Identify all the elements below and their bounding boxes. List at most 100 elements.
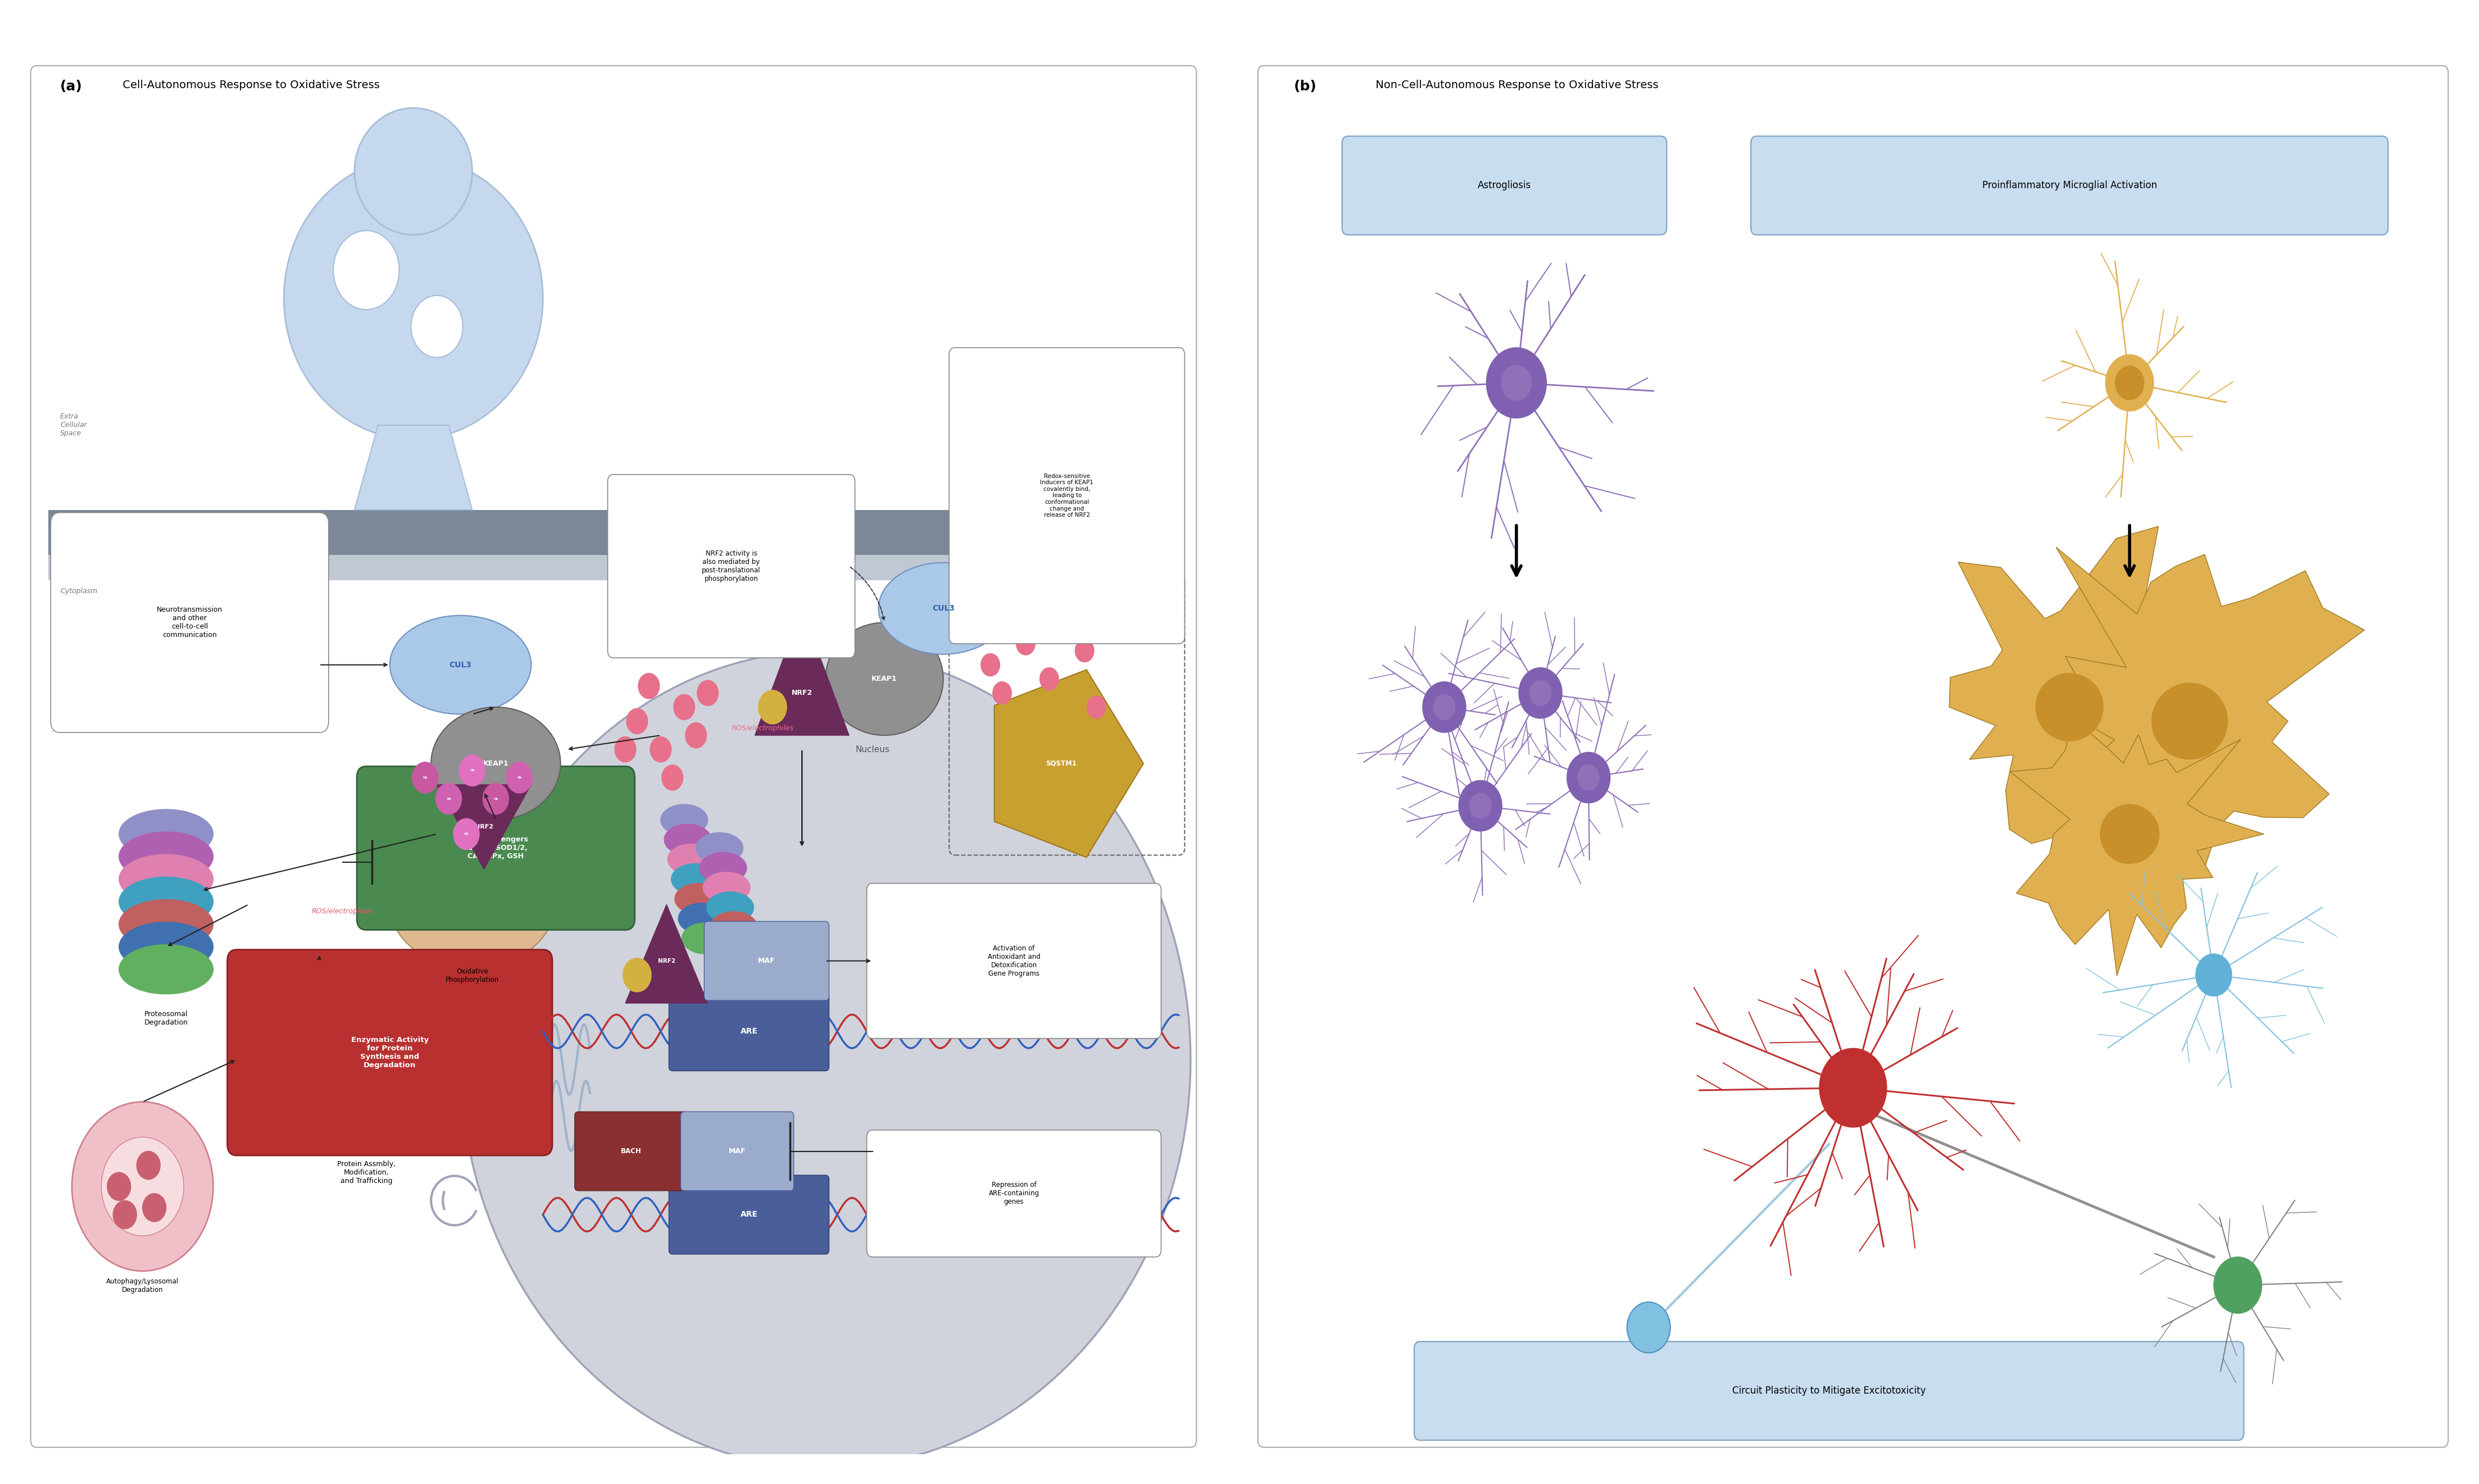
Polygon shape: [354, 426, 473, 510]
Circle shape: [454, 819, 478, 849]
Text: Non-Cell-Autonomous Response to Oxidative Stress: Non-Cell-Autonomous Response to Oxidativ…: [1373, 80, 1658, 91]
Ellipse shape: [119, 855, 213, 904]
Text: Cytoplasm: Cytoplasm: [59, 588, 97, 595]
Circle shape: [2196, 954, 2231, 996]
Ellipse shape: [354, 108, 473, 234]
Text: MAF: MAF: [759, 957, 776, 965]
Text: KEAP1: KEAP1: [483, 760, 508, 767]
Circle shape: [1423, 681, 1465, 733]
Text: SQSTM1: SQSTM1: [1046, 760, 1076, 767]
Ellipse shape: [878, 562, 1009, 654]
Circle shape: [1567, 752, 1611, 803]
Text: ARE: ARE: [741, 1211, 759, 1218]
FancyBboxPatch shape: [50, 512, 330, 733]
Ellipse shape: [119, 922, 213, 972]
Ellipse shape: [119, 945, 213, 994]
Text: Proteosomal
Degradation: Proteosomal Degradation: [144, 1011, 188, 1025]
FancyBboxPatch shape: [1413, 1342, 2243, 1439]
FancyBboxPatch shape: [1257, 65, 2449, 1447]
FancyBboxPatch shape: [50, 116, 1180, 496]
Text: MAF: MAF: [729, 1147, 746, 1155]
Text: Cell-Autonomous Response to Oxidative Stress: Cell-Autonomous Response to Oxidative St…: [119, 80, 379, 91]
Ellipse shape: [461, 651, 1190, 1468]
Ellipse shape: [2035, 674, 2102, 741]
Ellipse shape: [699, 852, 746, 883]
FancyBboxPatch shape: [669, 991, 828, 1071]
Circle shape: [759, 690, 786, 724]
Circle shape: [1086, 696, 1106, 718]
FancyBboxPatch shape: [1341, 137, 1666, 234]
Circle shape: [506, 763, 533, 792]
Circle shape: [2115, 367, 2144, 399]
Text: Ub: Ub: [446, 797, 451, 800]
Circle shape: [332, 230, 399, 310]
Text: Ub: Ub: [424, 776, 426, 779]
Ellipse shape: [72, 1101, 213, 1270]
Circle shape: [992, 681, 1011, 705]
Circle shape: [114, 1201, 136, 1229]
Circle shape: [1458, 781, 1502, 831]
Text: Proinflammatory Microglial Activation: Proinflammatory Microglial Activation: [1983, 181, 2157, 190]
Ellipse shape: [679, 904, 726, 933]
Text: NRF2: NRF2: [657, 959, 674, 963]
Circle shape: [1520, 668, 1562, 718]
Text: Enzymatic Activity
for Protein
Synthesis and
Degradation: Enzymatic Activity for Protein Synthesis…: [352, 1036, 429, 1068]
Circle shape: [107, 1172, 131, 1201]
Ellipse shape: [2100, 804, 2159, 864]
Ellipse shape: [697, 833, 744, 864]
Ellipse shape: [285, 157, 543, 439]
Polygon shape: [625, 905, 709, 1003]
Circle shape: [1487, 347, 1547, 418]
Circle shape: [2105, 355, 2154, 411]
Ellipse shape: [716, 951, 764, 982]
FancyBboxPatch shape: [682, 1112, 793, 1190]
Circle shape: [1626, 1301, 1671, 1353]
Ellipse shape: [119, 833, 213, 881]
Ellipse shape: [674, 883, 721, 914]
Circle shape: [982, 653, 999, 677]
Circle shape: [1433, 695, 1455, 720]
FancyBboxPatch shape: [575, 1112, 687, 1190]
Circle shape: [1577, 764, 1599, 791]
Polygon shape: [756, 608, 848, 736]
Text: BACH: BACH: [620, 1147, 642, 1155]
Circle shape: [459, 755, 486, 787]
Ellipse shape: [682, 923, 729, 954]
Text: Activation of
Antioxidant and
Detoxification
Gene Programs: Activation of Antioxidant and Detoxifica…: [987, 945, 1041, 976]
Circle shape: [144, 1193, 166, 1221]
Text: (b): (b): [1294, 80, 1316, 93]
Circle shape: [649, 736, 672, 763]
Text: NRF2: NRF2: [476, 824, 493, 830]
Circle shape: [2117, 370, 2142, 398]
Text: Repression of
ARE-containing
genes: Repression of ARE-containing genes: [989, 1181, 1039, 1205]
Ellipse shape: [664, 824, 711, 855]
Ellipse shape: [119, 877, 213, 926]
Ellipse shape: [707, 892, 754, 923]
Text: ARE: ARE: [741, 1027, 759, 1036]
Ellipse shape: [709, 911, 756, 942]
FancyBboxPatch shape: [1750, 137, 2387, 234]
Circle shape: [697, 680, 719, 706]
Ellipse shape: [102, 1137, 183, 1236]
Text: NRF2 activity is
also mediated by
post-translational
phosphorylation: NRF2 activity is also mediated by post-t…: [702, 551, 761, 582]
FancyBboxPatch shape: [949, 347, 1185, 644]
Ellipse shape: [119, 809, 213, 859]
Text: Astrogliosis: Astrogliosis: [1477, 181, 1532, 190]
Ellipse shape: [667, 844, 714, 876]
FancyBboxPatch shape: [228, 950, 553, 1156]
Circle shape: [1039, 668, 1059, 690]
FancyBboxPatch shape: [30, 65, 1197, 1447]
Text: Neurotransmission
and other
cell-to-cell
communication: Neurotransmission and other cell-to-cell…: [156, 607, 223, 638]
Text: Extra
Cellular
Space: Extra Cellular Space: [59, 413, 87, 438]
Text: Nucleus: Nucleus: [855, 745, 890, 754]
Text: (a): (a): [59, 80, 82, 93]
Circle shape: [436, 784, 461, 815]
Text: Circuit Plasticity to Mitigate Excitotoxicity: Circuit Plasticity to Mitigate Excitotox…: [1733, 1386, 1926, 1396]
Circle shape: [1820, 1048, 1887, 1128]
Text: ROS Scavengers
such as SOD1/2,
CAT, GPx, GSH: ROS Scavengers such as SOD1/2, CAT, GPx,…: [464, 835, 528, 861]
Text: CUL3: CUL3: [449, 660, 471, 669]
Text: KEAP1: KEAP1: [873, 675, 897, 683]
Ellipse shape: [2152, 683, 2229, 760]
Text: Ub: Ub: [518, 776, 521, 779]
Ellipse shape: [119, 899, 213, 948]
